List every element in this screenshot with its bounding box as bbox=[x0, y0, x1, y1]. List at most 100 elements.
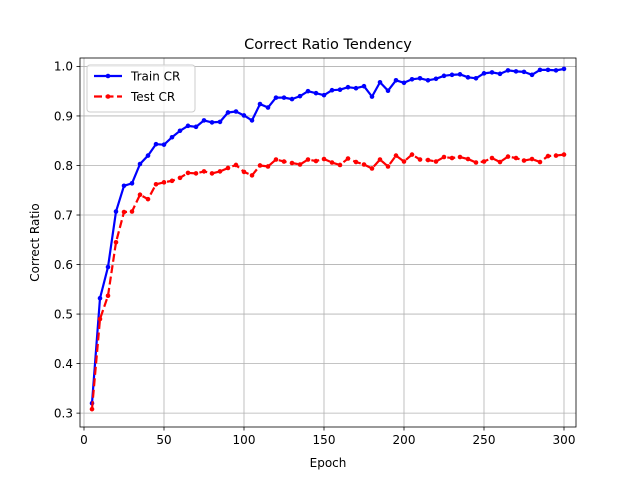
data-point bbox=[185, 123, 191, 129]
data-point bbox=[441, 73, 447, 79]
data-point bbox=[137, 161, 143, 167]
data-point bbox=[265, 164, 271, 169]
data-point bbox=[297, 93, 303, 99]
data-point bbox=[385, 164, 391, 169]
y-tick-label: 0.7 bbox=[54, 208, 73, 222]
data-point bbox=[529, 72, 535, 78]
data-point bbox=[97, 295, 103, 301]
data-point bbox=[281, 159, 287, 164]
x-tick-label: 150 bbox=[313, 433, 336, 447]
x-tick-label: 250 bbox=[473, 433, 496, 447]
data-point bbox=[273, 157, 279, 162]
y-tick-label: 0.8 bbox=[54, 159, 73, 173]
data-point bbox=[361, 162, 367, 167]
data-point bbox=[297, 162, 303, 167]
data-point bbox=[401, 80, 407, 86]
data-point bbox=[209, 171, 215, 176]
y-tick-label: 0.9 bbox=[54, 109, 73, 123]
data-point bbox=[177, 128, 183, 134]
data-point bbox=[161, 142, 167, 147]
legend-marker-test bbox=[105, 94, 111, 99]
data-point bbox=[193, 124, 199, 130]
data-point bbox=[337, 162, 343, 168]
data-point bbox=[545, 67, 551, 73]
y-tick-label: 1.0 bbox=[54, 60, 73, 74]
data-point bbox=[561, 66, 567, 72]
data-point bbox=[473, 76, 479, 81]
data-point bbox=[345, 84, 351, 90]
data-point bbox=[201, 118, 207, 123]
data-point bbox=[497, 71, 503, 77]
y-tick-label: 0.6 bbox=[54, 258, 73, 272]
data-point bbox=[257, 101, 263, 107]
data-point bbox=[121, 209, 127, 215]
data-point bbox=[313, 158, 319, 164]
data-point bbox=[145, 196, 151, 202]
data-point bbox=[113, 209, 119, 214]
legend-label-train: Train CR bbox=[130, 69, 180, 83]
data-point bbox=[369, 166, 375, 171]
data-point bbox=[353, 85, 359, 91]
legend-label-test: Test CR bbox=[130, 90, 175, 104]
data-point bbox=[433, 76, 439, 82]
data-point bbox=[233, 109, 239, 114]
x-tick-label: 0 bbox=[80, 433, 88, 447]
x-tick-label: 100 bbox=[233, 433, 256, 447]
data-point bbox=[465, 156, 471, 162]
x-axis-title: Epoch bbox=[310, 456, 347, 470]
data-point bbox=[225, 165, 231, 171]
data-point bbox=[153, 182, 159, 187]
plot-frame bbox=[79, 57, 577, 428]
data-point bbox=[129, 181, 135, 186]
series-1 bbox=[89, 152, 567, 412]
data-point bbox=[537, 67, 543, 73]
data-point bbox=[257, 163, 263, 168]
data-point bbox=[409, 152, 415, 157]
data-point bbox=[241, 169, 247, 175]
data-point bbox=[417, 76, 423, 81]
data-point bbox=[201, 169, 207, 174]
y-tick-label: 0.5 bbox=[54, 307, 73, 321]
series-0 bbox=[89, 66, 567, 406]
data-point bbox=[241, 113, 247, 118]
data-point bbox=[417, 157, 423, 162]
data-point bbox=[289, 96, 295, 102]
data-point bbox=[425, 157, 431, 163]
data-point bbox=[265, 105, 271, 110]
data-point bbox=[409, 76, 415, 82]
data-point bbox=[505, 68, 511, 73]
data-point bbox=[185, 170, 191, 176]
data-point bbox=[425, 77, 431, 83]
data-point bbox=[441, 154, 447, 160]
x-tick-label: 200 bbox=[393, 433, 416, 447]
data-point bbox=[369, 94, 375, 99]
data-point bbox=[177, 175, 183, 181]
data-point bbox=[377, 157, 383, 162]
data-point bbox=[337, 87, 343, 92]
data-point bbox=[321, 92, 327, 98]
data-point bbox=[305, 88, 311, 94]
data-point bbox=[169, 134, 175, 140]
data-point bbox=[481, 71, 487, 76]
data-point bbox=[329, 160, 335, 165]
legend-marker-train bbox=[105, 73, 111, 79]
x-tick-label: 300 bbox=[553, 433, 576, 447]
data-point bbox=[449, 155, 455, 161]
data-point bbox=[553, 68, 559, 73]
data-point bbox=[193, 171, 199, 176]
data-point bbox=[217, 119, 223, 125]
data-point bbox=[433, 159, 439, 164]
ticks: 0 50 100 150 200 250 300 0.3 0.4 0.5 0.6 0.7 0.8 0.9 1… bbox=[54, 60, 576, 447]
data-point bbox=[233, 162, 239, 168]
data-point bbox=[281, 95, 287, 100]
data-point bbox=[481, 159, 487, 164]
data-point bbox=[505, 154, 511, 159]
data-point bbox=[313, 90, 319, 96]
y-tick-label: 0.3 bbox=[54, 406, 73, 420]
data-point bbox=[273, 95, 279, 100]
data-point bbox=[161, 180, 167, 185]
data-point bbox=[497, 159, 503, 165]
data-point bbox=[225, 110, 231, 115]
data-point bbox=[377, 79, 383, 85]
